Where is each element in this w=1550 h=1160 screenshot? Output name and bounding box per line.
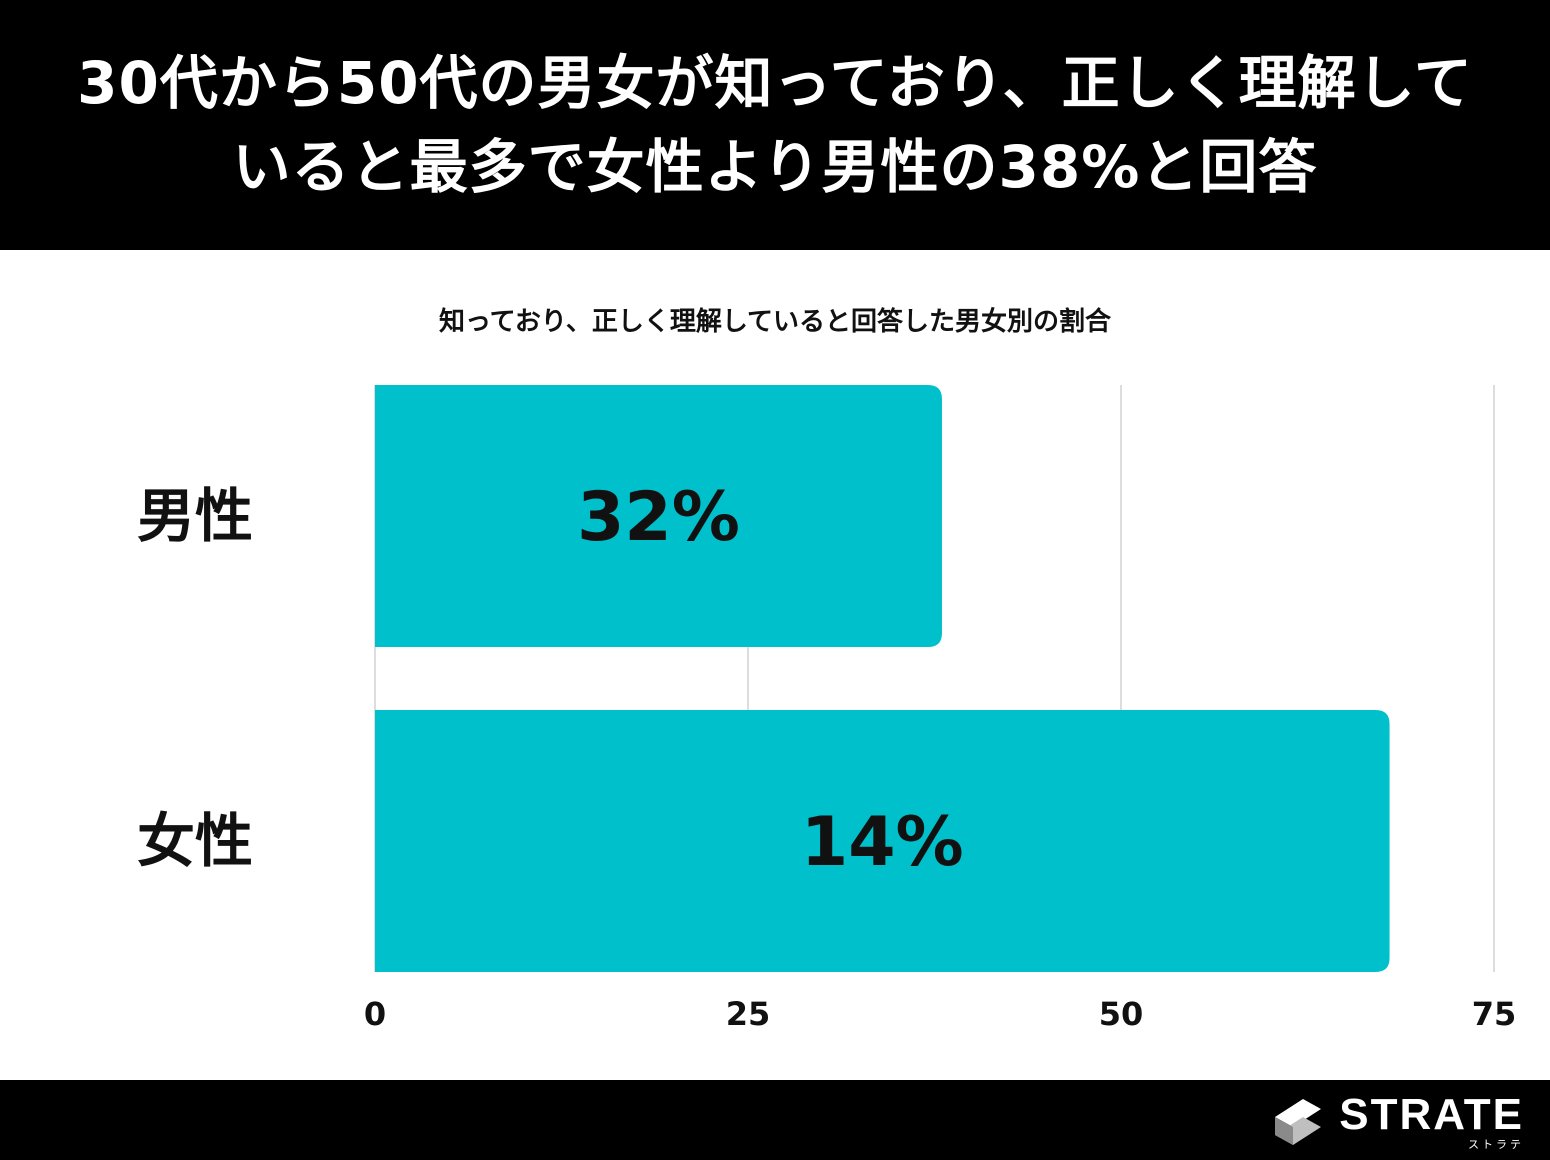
- x-tick-label: 0: [364, 995, 386, 1033]
- brand-subtitle: ストラテ: [1468, 1138, 1524, 1151]
- bar-chart: 0 25 50 75 男性 32% 女性 14%: [137, 385, 1517, 1033]
- data-label: 32%: [577, 478, 740, 557]
- footer-bar: STRATE ストラテ: [0, 1080, 1550, 1160]
- bar-2: [375, 710, 1390, 972]
- category-label: 女性: [137, 807, 253, 875]
- brand-logo: STRATE ストラテ: [1269, 1090, 1524, 1154]
- x-tick-label: 75: [1472, 995, 1517, 1033]
- brand-name: STRATE: [1339, 1090, 1524, 1139]
- x-tick-label: 50: [1099, 995, 1144, 1033]
- bar-1: [375, 385, 942, 647]
- data-label: 14%: [801, 803, 964, 882]
- category-label: 男性: [137, 482, 253, 550]
- strate-logo-icon: [1275, 1099, 1322, 1145]
- chart-title: 知っており、正しく理解していると回答した男女別の割合: [438, 307, 1112, 337]
- headline-line-1: 30代から50代の男女が知っており、正しく理解して: [77, 49, 1473, 117]
- header-banner: 30代から50代の男女が知っており、正しく理解して いると最多で女性より男性の3…: [0, 0, 1550, 250]
- x-tick-label: 25: [726, 995, 771, 1033]
- headline-line-2: いると最多で女性より男性の38%と回答: [232, 133, 1318, 201]
